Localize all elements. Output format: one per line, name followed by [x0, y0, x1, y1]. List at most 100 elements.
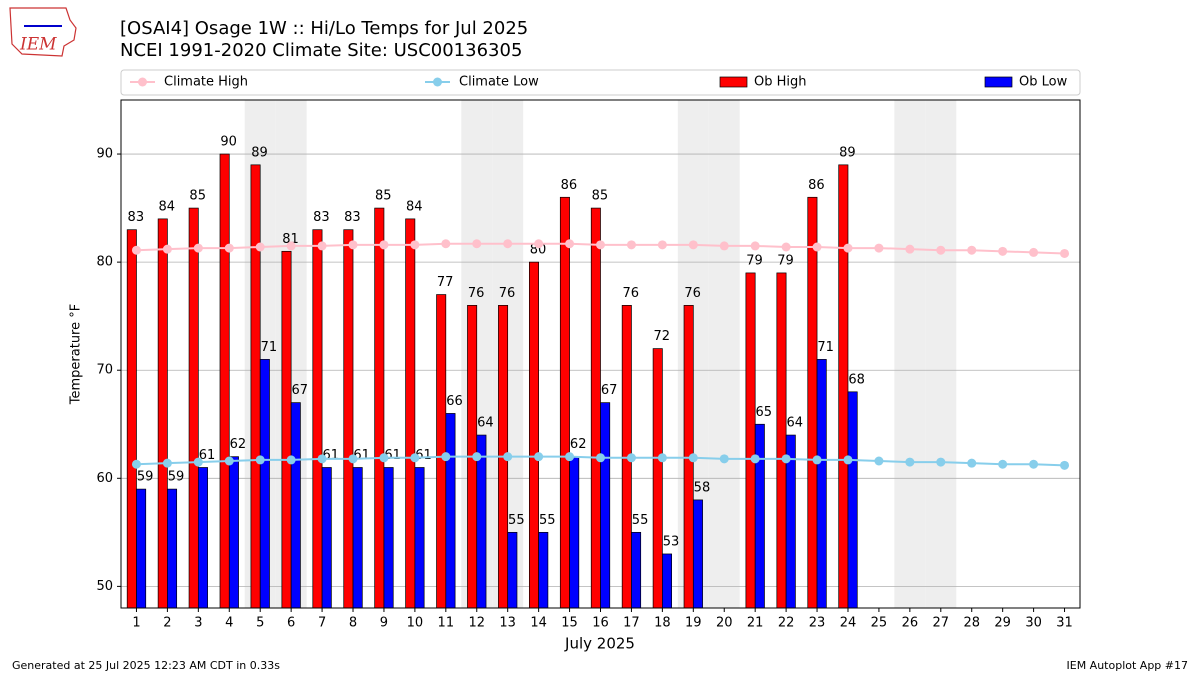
bar — [692, 499, 703, 609]
line-marker — [348, 240, 358, 250]
line-marker — [193, 243, 203, 253]
value-label: 85 — [375, 189, 392, 204]
legend-swatch — [984, 76, 1013, 88]
value-label: 79 — [777, 253, 794, 268]
bar — [754, 423, 765, 609]
bar — [569, 456, 580, 609]
value-label: 59 — [168, 470, 185, 485]
x-tick-label: 25 — [871, 616, 888, 631]
line-marker — [162, 458, 172, 468]
x-tick-label: 3 — [194, 616, 202, 631]
value-label: 62 — [570, 437, 587, 452]
logo: IEM — [9, 7, 77, 57]
bar — [343, 229, 354, 609]
line-marker — [596, 453, 605, 463]
line-marker — [317, 454, 327, 464]
bar — [816, 359, 827, 609]
x-tick-label: 2 — [163, 616, 171, 631]
line-marker — [472, 452, 482, 462]
x-tick-label: 13 — [499, 616, 516, 631]
weekend-shade — [894, 100, 926, 608]
y-tick-label: 90 — [96, 147, 113, 162]
bar — [126, 229, 137, 609]
x-tick-label: 15 — [561, 616, 578, 631]
legend-label: Climate Low — [459, 75, 539, 90]
line-marker — [503, 239, 513, 249]
chart-title: [OSAI4] Osage 1W :: Hi/Lo Temps for Jul … — [120, 18, 528, 39]
value-label: 67 — [292, 383, 309, 398]
value-label: 89 — [251, 145, 268, 160]
line-marker — [534, 239, 544, 249]
line-marker — [224, 243, 234, 253]
legend-marker — [138, 77, 147, 87]
line-marker — [967, 245, 977, 255]
value-label: 61 — [415, 448, 432, 463]
bar — [476, 434, 487, 609]
bar — [197, 467, 208, 609]
value-label: 89 — [839, 145, 856, 160]
x-tick-label: 12 — [468, 616, 485, 631]
line-marker — [348, 454, 358, 464]
x-tick-label: 10 — [407, 616, 424, 631]
bar — [538, 531, 549, 609]
bar — [507, 531, 518, 609]
value-label: 76 — [684, 286, 701, 301]
line-marker — [410, 453, 420, 463]
value-label: 79 — [746, 253, 763, 268]
line-marker — [503, 452, 513, 462]
line-marker — [317, 241, 327, 251]
line-marker — [874, 456, 884, 466]
y-tick-label: 70 — [96, 363, 113, 378]
bar — [352, 467, 363, 609]
value-label: 71 — [817, 340, 834, 355]
bar — [838, 164, 849, 609]
y-tick-label: 80 — [96, 255, 113, 270]
line-marker — [812, 455, 822, 465]
value-label: 55 — [632, 513, 649, 528]
line-marker — [1060, 460, 1070, 470]
bar — [219, 153, 230, 609]
line-marker — [781, 454, 791, 464]
line-marker — [936, 457, 946, 467]
value-label: 62 — [230, 437, 247, 452]
value-label: 85 — [189, 189, 206, 204]
x-tick-label: 24 — [840, 616, 857, 631]
value-label: 84 — [158, 199, 175, 214]
value-label: 86 — [561, 178, 578, 193]
bar — [445, 413, 456, 609]
legend-label: Ob Low — [1019, 75, 1068, 90]
bar — [290, 402, 301, 609]
x-tick-label: 22 — [778, 616, 795, 631]
value-label: 55 — [539, 513, 556, 528]
line-marker — [534, 452, 544, 462]
value-label: 64 — [477, 416, 494, 431]
line-marker — [410, 240, 420, 250]
x-tick-label: 30 — [1025, 616, 1042, 631]
bar — [136, 488, 147, 609]
bar — [281, 250, 292, 609]
plot-frame — [120, 99, 1081, 609]
legend-marker — [433, 77, 442, 87]
line-marker — [193, 457, 203, 467]
bar — [847, 391, 858, 609]
value-label: 61 — [384, 448, 401, 463]
value-label: 66 — [446, 394, 463, 409]
x-tick-label: 14 — [530, 616, 547, 631]
x-tick-label: 23 — [809, 616, 826, 631]
bar — [776, 272, 787, 609]
bar — [374, 207, 385, 609]
y-axis-label: Temperature °F — [69, 304, 84, 405]
value-label: 77 — [437, 275, 454, 290]
line-marker — [688, 453, 698, 463]
x-tick-label: 19 — [685, 616, 702, 631]
line-marker — [719, 454, 729, 464]
line-marker — [255, 455, 265, 465]
x-tick-label: 26 — [902, 616, 919, 631]
line-marker — [874, 243, 884, 253]
line-marker — [565, 239, 575, 249]
bar — [559, 196, 570, 609]
legend-label: Ob High — [754, 75, 807, 90]
value-label: 59 — [137, 470, 154, 485]
x-tick-label: 20 — [716, 616, 733, 631]
